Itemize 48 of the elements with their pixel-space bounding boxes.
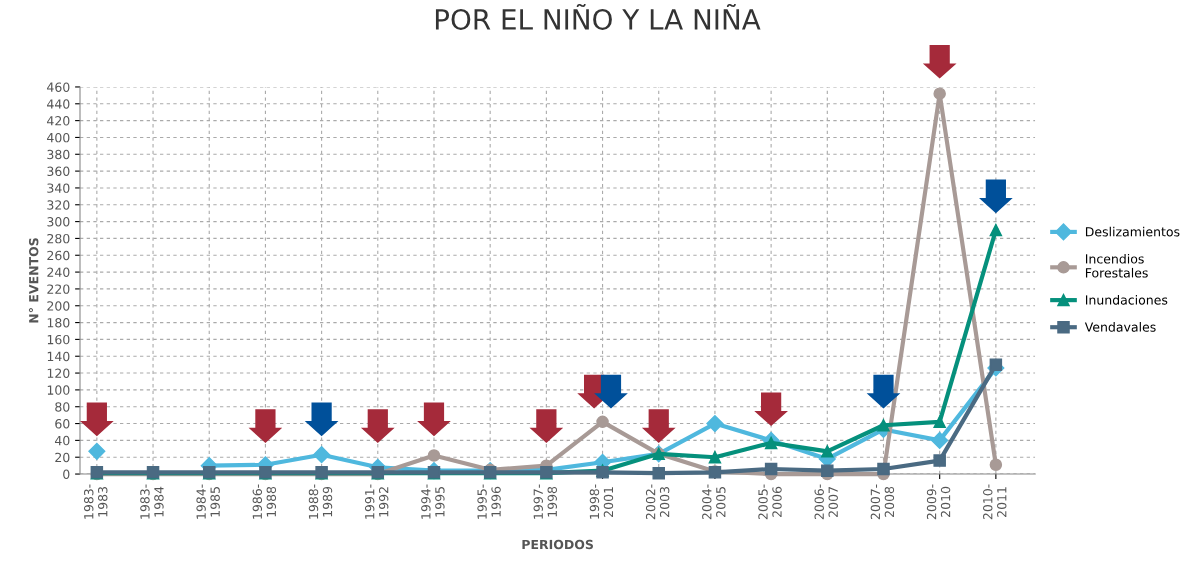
x-tick-label: 1984- 1985 — [196, 484, 220, 519]
x-tick-label: 1995- 1996 — [477, 484, 501, 519]
y-tick-label: 460 — [47, 82, 70, 92]
x-tick-label: 1988- 1989 — [308, 484, 333, 519]
y-tick-label: 220 — [47, 284, 70, 294]
y-tick-label: 300 — [47, 217, 70, 227]
x-tick-label: 1983- 1984 — [140, 484, 164, 519]
y-tick-label: 420 — [47, 116, 70, 126]
y-tick-label: 60 — [55, 419, 70, 429]
y-tick-label: 120 — [47, 368, 70, 378]
x-axis-title: PERIODOS — [522, 539, 593, 550]
x-tick-label: 1983- 1983 — [84, 484, 108, 519]
y-tick-label: 20 — [55, 452, 70, 463]
x-tick-label: 2004- 2005 — [702, 484, 726, 520]
y-tick-label: 280 — [47, 233, 70, 244]
x-tick-label: 1997- 1998 — [533, 484, 557, 519]
y-tick-label: 320 — [47, 200, 70, 210]
y-tick-label: 260 — [47, 250, 70, 261]
legend-label: Deslizamientos — [1085, 226, 1180, 237]
y-axis-title: N° EVENTOS — [28, 238, 39, 323]
x-tick-label: 2005- 2006 — [758, 484, 782, 520]
x-tick-label: 1991- 1992 — [364, 484, 389, 519]
y-tick-label: 100 — [47, 385, 70, 395]
y-tick-label: 0 — [63, 469, 70, 479]
y-tick-label: 40 — [54, 435, 70, 446]
y-tick-label: 80 — [55, 402, 70, 412]
x-tick-label: 2002- 2003 — [645, 484, 670, 520]
y-tick-label: 440 — [47, 99, 70, 109]
x-tick-label: 2006- 2007 — [814, 484, 838, 520]
legend-label: Incendios Forestales — [1085, 253, 1148, 278]
y-tick-label: 200 — [47, 301, 70, 311]
legend-label: Inundaciones — [1085, 295, 1168, 305]
x-tick-label: 2010- 2011 — [983, 484, 1007, 520]
x-tick-label: 1994- 1995 — [421, 484, 445, 519]
x-tick-label: 2007- 2008 — [870, 484, 895, 520]
y-tick-label: 380 — [47, 149, 70, 160]
legend-label: Vendavales — [1084, 322, 1156, 332]
chart-title: POR EL NIÑO Y LA NIÑA — [435, 4, 761, 30]
y-tick-label: 160 — [47, 334, 70, 345]
y-tick-label: 340 — [47, 183, 70, 193]
x-tick-label: 2009- 2010 — [926, 484, 951, 520]
y-tick-label: 140 — [47, 351, 70, 362]
x-tick-label: 1998- 2001 — [589, 484, 614, 519]
y-tick-label: 180 — [47, 318, 70, 328]
y-tick-label: 360 — [47, 166, 70, 177]
y-tick-label: 240 — [47, 267, 70, 278]
x-tick-label: 1986- 1988 — [252, 484, 277, 519]
y-tick-label: 400 — [47, 132, 70, 143]
